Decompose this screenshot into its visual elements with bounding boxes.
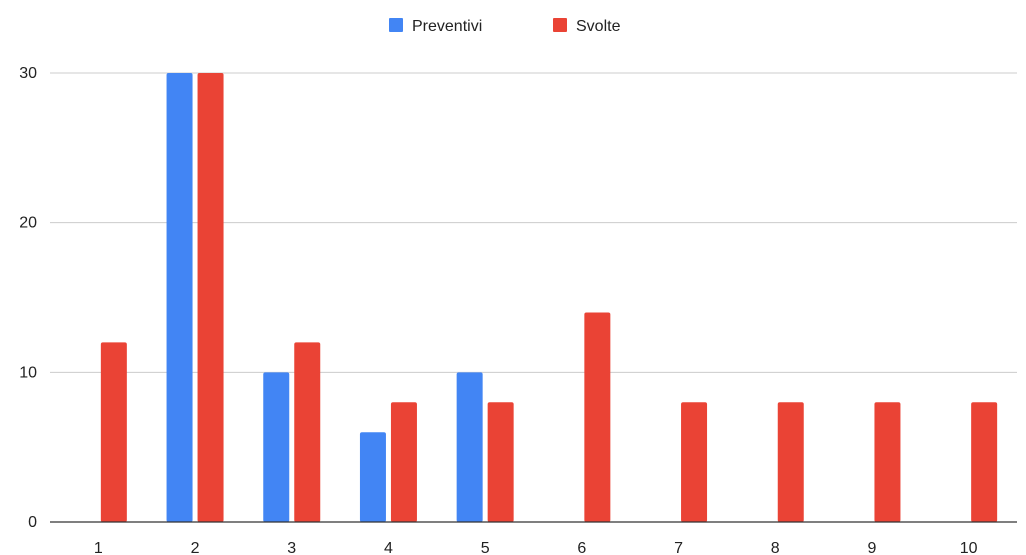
legend-label: Svolte <box>576 18 621 35</box>
x-tick-label: 7 <box>674 540 683 555</box>
x-tick-label: 5 <box>481 540 490 555</box>
legend-label: Preventivi <box>412 18 482 35</box>
x-tick-label: 6 <box>577 540 586 555</box>
legend-item-preventivi[interactable]: Preventivi <box>389 18 482 35</box>
legend-swatch <box>389 18 403 32</box>
bar-preventivi-3 <box>263 372 290 522</box>
gridlines <box>50 72 1017 373</box>
bar-svolte-6 <box>584 312 611 522</box>
bar-svolte-8 <box>777 402 804 522</box>
x-tick-label: 8 <box>771 540 780 555</box>
x-tick-label: 4 <box>384 540 393 555</box>
bar-svolte-7 <box>681 402 708 522</box>
tick-labels: 0 10 20 30 1 2 3 4 5 6 7 8 9 10 <box>19 65 977 555</box>
bar-svolte-2 <box>197 73 224 522</box>
bar-svolte-9 <box>874 402 901 522</box>
x-tick-label: 9 <box>867 540 876 555</box>
y-tick-label: 0 <box>28 514 37 531</box>
legend[interactable]: Preventivi Svolte <box>389 18 621 35</box>
x-tick-label: 2 <box>191 540 200 555</box>
bar-preventivi-4 <box>359 432 386 522</box>
bar-svolte-4 <box>390 402 417 522</box>
bars <box>100 73 998 522</box>
bar-preventivi-5 <box>456 372 483 522</box>
x-tick-label: 10 <box>960 540 978 555</box>
bar-svolte-5 <box>487 402 514 522</box>
y-tick-label: 20 <box>19 215 37 232</box>
legend-item-svolte[interactable]: Svolte <box>553 18 621 35</box>
x-tick-label: 3 <box>287 540 296 555</box>
legend-swatch <box>553 18 567 32</box>
y-tick-label: 10 <box>19 364 37 381</box>
x-tick-label: 1 <box>94 540 103 555</box>
bar-svolte-1 <box>100 342 127 522</box>
bar-svolte-3 <box>294 342 321 522</box>
bar-svolte-10 <box>971 402 998 522</box>
y-tick-label: 30 <box>19 65 37 82</box>
bar-preventivi-2 <box>166 73 193 522</box>
